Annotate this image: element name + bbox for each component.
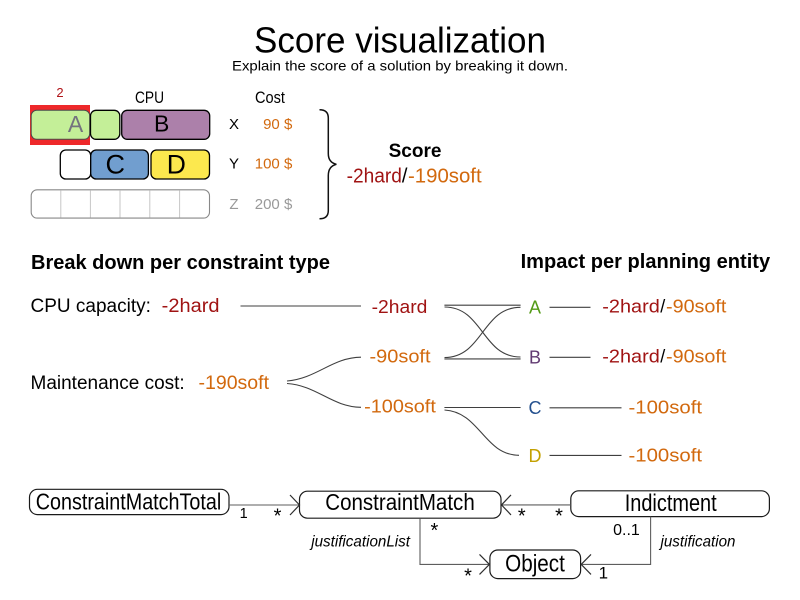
svg-text:/: / [660,297,665,317]
svg-text:-2hard: -2hard [162,296,220,317]
svg-text:Maintenance cost:: Maintenance cost: [31,373,185,394]
svg-text:Object: Object [505,550,565,577]
svg-text:-190soft: -190soft [408,166,482,188]
svg-text:-90soft: -90soft [666,347,726,367]
svg-text:Score: Score [389,141,442,162]
svg-text:-100soft: -100soft [629,398,703,418]
svg-text:*: * [431,520,439,542]
svg-text:*: * [274,505,282,527]
svg-text:ConstraintMatch: ConstraintMatch [325,489,475,515]
svg-text:-2hard: -2hard [372,297,428,317]
svg-text:Y: Y [229,156,239,173]
svg-text:*: * [518,506,526,528]
svg-text:D: D [167,149,186,179]
svg-text:justification: justification [659,534,736,551]
svg-text:Score visualization: Score visualization [254,20,546,61]
svg-text:A: A [68,111,84,137]
svg-text:Cost: Cost [255,88,285,107]
svg-text:-2hard: -2hard [347,166,402,188]
svg-text:C: C [529,398,542,418]
svg-text:-100soft: -100soft [364,396,436,416]
svg-text:-190soft: -190soft [199,373,270,394]
svg-text:Break down per constraint type: Break down per constraint type [31,252,330,274]
svg-text:X: X [229,116,239,133]
svg-text:CPU: CPU [135,88,164,107]
svg-text:CPU capacity:: CPU capacity: [31,296,151,317]
svg-text:-90soft: -90soft [666,297,726,317]
svg-text:*: * [464,565,472,587]
svg-text:/: / [660,347,665,367]
svg-text:justificationList: justificationList [309,534,410,551]
svg-text:1: 1 [240,506,248,522]
svg-text:Z: Z [229,196,238,213]
svg-text:B: B [154,110,169,136]
svg-text:Impact per planning entity: Impact per planning entity [521,251,771,273]
svg-text:-2hard: -2hard [602,347,660,367]
svg-text:/: / [402,166,408,188]
svg-text:Indictment: Indictment [625,490,717,517]
svg-text:200 $: 200 $ [255,196,293,213]
svg-text:0..1: 0..1 [613,522,640,539]
svg-text:1: 1 [599,564,608,583]
svg-text:2: 2 [56,85,63,100]
svg-text:-100soft: -100soft [629,446,703,466]
svg-text:A: A [529,298,541,318]
svg-text:B: B [529,348,541,368]
svg-text:D: D [529,446,542,466]
svg-text:-2hard: -2hard [602,297,660,317]
svg-text:*: * [555,505,563,527]
svg-text:ConstraintMatchTotal: ConstraintMatchTotal [36,489,222,515]
svg-text:90 $: 90 $ [263,116,293,133]
svg-text:Explain the score of a solutio: Explain the score of a solution by break… [232,58,568,74]
svg-text:C: C [106,150,126,180]
svg-text:-90soft: -90soft [370,346,431,366]
svg-text:100 $: 100 $ [255,156,293,173]
